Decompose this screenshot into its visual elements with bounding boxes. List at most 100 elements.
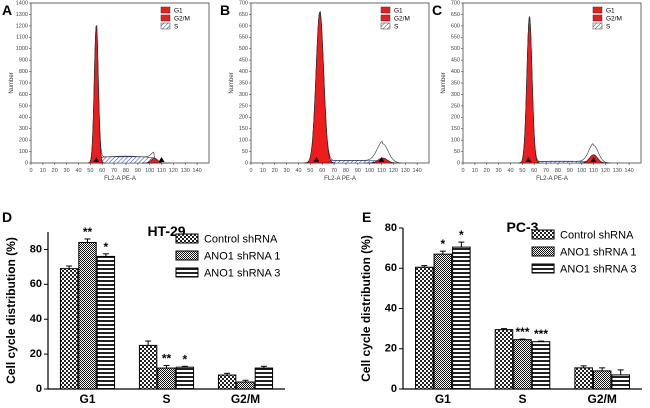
x-tick-label: 20 [272,168,278,174]
x-tick-label: 100 [365,168,374,174]
y-tick-label: 250 [239,103,248,109]
y-tick-label: 400 [451,69,460,75]
x-tick-label: 50 [307,168,313,174]
legend-label: G1 [606,8,615,15]
bar-chart-panel-e: 0 20 40 60 80 Cell cycle distribution (%) PC-3… [359,219,642,406]
legend-swatch-g2m [380,14,391,22]
y-tick-label: 1200 [16,23,28,29]
x-tick-label: 80 [123,168,129,174]
y-tick-label: 250 [451,103,460,109]
legend-swatch-g1 [160,6,171,14]
gate-marker-2 [158,157,165,162]
legend-label: S [394,24,399,31]
x-tick-label: 140 [413,168,422,174]
y-tick-label: 350 [451,80,460,86]
x-tick-label: 70 [111,168,117,174]
legend-label: ANO1 shRNA 1 [204,251,280,263]
bar-g1-series-1 [59,268,79,390]
x-tick-label: 80 [343,168,349,174]
y-tick-label: 550 [451,35,460,41]
bar-s-series-1 [138,344,158,390]
y-axis-label: Cell cycle distribution (%) [4,237,18,384]
significance-label: * [104,240,109,254]
gate-marker-1 [313,157,320,162]
y-tick-label: 20 [385,343,397,355]
legend-label: ANO1 shRNA 1 [560,247,636,259]
y-tick-label: 700 [239,0,248,6]
bar-g2m-series-2 [592,370,612,390]
y-tick-label: 0 [245,160,248,166]
gate-marker-2 [590,157,597,162]
g1-peak [87,25,106,164]
x-tick-label: 40 [507,168,513,174]
s-phase-area [95,155,155,164]
y-tick-label: 0 [36,383,42,395]
x-tick-label: 130 [181,168,190,174]
x-tick-label: 40 [75,168,81,174]
x-tick-label: 110 [377,168,386,174]
x-tick-label: 10 [260,168,266,174]
x-tick-label: 70 [543,168,549,174]
gate-marker-1 [93,157,100,162]
legend-label: Control shRNA [560,230,634,242]
y-tick-label: 200 [239,115,248,121]
x-tick-label: 50 [87,168,93,174]
y-tick-label: 80 [30,243,42,255]
legend-swatch-series-2 [175,250,199,261]
legend-label: ANO1 shRNA 3 [560,264,636,276]
x-tick-label: 90 [135,168,141,174]
g1-peak [304,11,336,164]
y-tick-label: 600 [451,23,460,29]
significance-label: * [440,237,445,251]
x-tick-label: 140 [625,168,634,174]
x-tick-label: 130 [613,168,622,174]
significance-label: *** [515,325,529,339]
plot-frame [30,2,210,164]
bar-g1-series-3 [452,246,471,390]
y-tick-label: 0 [457,160,460,166]
y-tick-label: 450 [239,58,248,64]
y-tick-label: 600 [239,23,248,29]
gate-marker-2 [378,157,385,162]
x-tick-label: 20 [484,168,490,174]
bar-g2m-series-2 [236,381,255,390]
y-tick-label: 550 [239,35,248,41]
y-tick-label: 650 [239,12,248,18]
significance-label: * [183,352,188,366]
panel-letter-a: A [2,2,12,18]
category-label: G1 [435,392,451,406]
significance-label: ** [162,351,172,365]
x-tick-label: 120 [389,168,398,174]
y-tick-label: 80 [385,222,397,234]
histogram-panel-b: 0 10 20 30 40 50 60 70 80 90 100 110 120 130 140050100… [229,0,430,182]
y-tick-label: 300 [19,126,28,132]
x-tick-label: 10 [40,168,46,174]
x-tick-label: 120 [169,168,178,174]
y-axis-label: Number [229,72,235,93]
gate-marker-1 [525,157,532,162]
x-tick-label: 20 [52,168,58,174]
y-tick-label: 1400 [16,0,28,6]
legend-label: Control shRNA [204,234,278,246]
legend-swatch-g2m [592,14,603,22]
x-axis-label: FL2-A PE-A [324,176,356,182]
significance-label: * [459,228,464,242]
bar-s-series-2 [513,339,532,390]
legend-swatch-g1 [380,6,391,14]
g1-peak [518,16,541,164]
plot-frame [462,2,642,164]
bar-g2m-series-3 [611,374,630,390]
y-tick-label: 300 [451,92,460,98]
x-tick-label: 40 [295,168,301,174]
legend-label: G2/M [394,16,410,23]
x-tick-label: 60 [99,168,105,174]
category-label: G2/M [587,392,616,406]
x-tick-label: 70 [331,168,337,174]
x-tick-label: 120 [601,168,610,174]
x-tick-label: 140 [193,168,202,174]
legend-label: S [606,24,611,31]
y-tick-label: 650 [451,12,460,18]
histogram-envelope [88,24,171,164]
